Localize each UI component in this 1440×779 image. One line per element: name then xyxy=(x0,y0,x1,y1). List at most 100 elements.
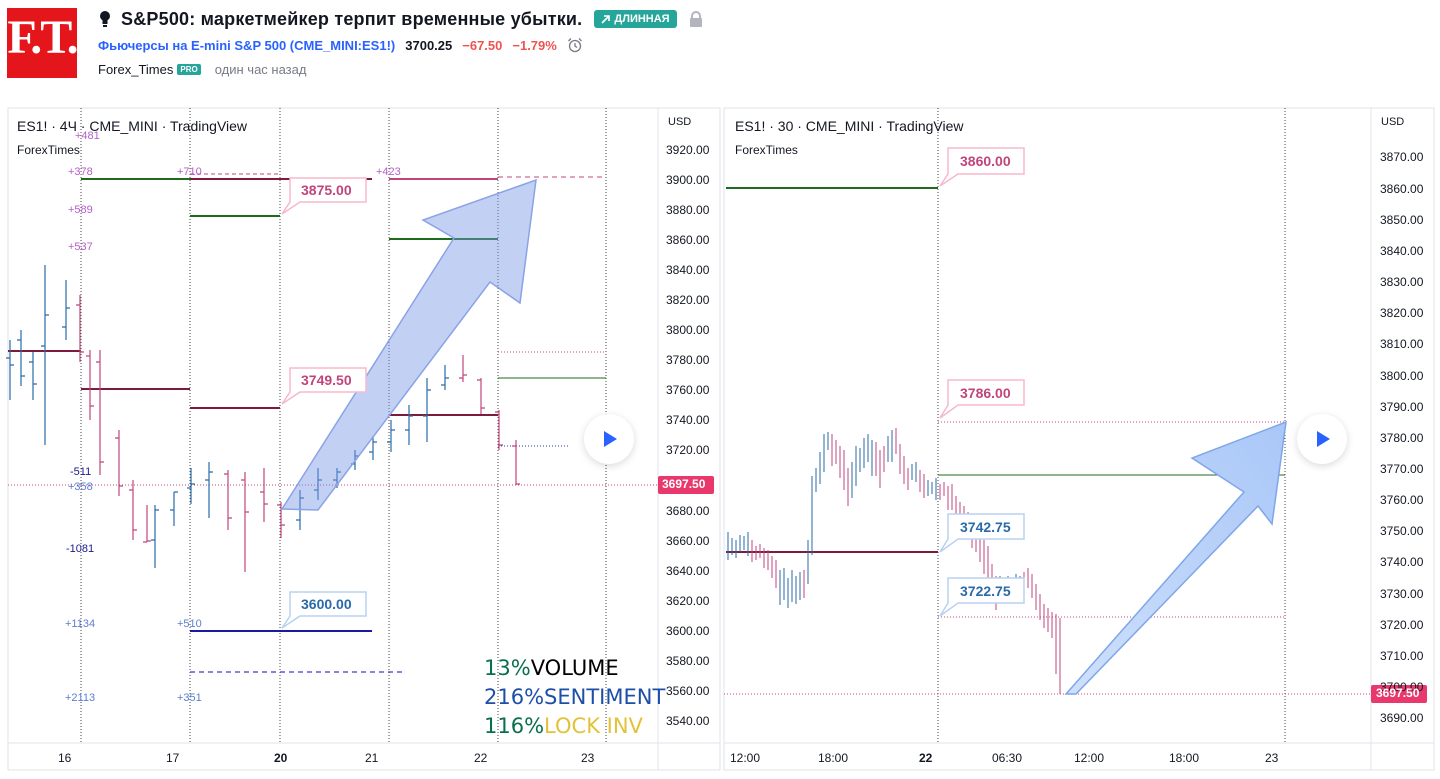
small-label: +351 xyxy=(177,692,202,704)
y-tick: 3740.00 xyxy=(1380,555,1424,569)
left-callouts xyxy=(281,177,367,629)
right-forecast-arrow xyxy=(1064,420,1287,695)
x-tick: 21 xyxy=(365,751,379,765)
right-y-axis: 3870.00 3860.00 3850.00 3840.00 3830.00 … xyxy=(1376,0,1434,779)
left-chart-subtitle: ForexTimes xyxy=(17,143,80,157)
callout-label: 3860.00 xyxy=(960,153,1011,169)
logo-text: F.T. xyxy=(7,11,78,64)
x-tick: 12:00 xyxy=(1074,751,1105,765)
y-tick: 3820.00 xyxy=(666,293,710,307)
small-label: +423 xyxy=(376,166,401,178)
left-y-axis: 3920.00 3900.00 3880.00 3860.00 3840.00 … xyxy=(662,0,716,779)
callout-label: 3875.00 xyxy=(301,182,352,198)
y-tick: 3710.00 xyxy=(1380,649,1424,663)
x-tick: 22 xyxy=(919,751,933,765)
left-current-price-tag xyxy=(658,476,714,494)
small-label: -1081 xyxy=(66,543,95,555)
price-change-pct: −1.79% xyxy=(512,37,557,53)
small-label: +510 xyxy=(177,618,202,630)
left-current-price-label: 3697.50 xyxy=(662,477,706,491)
charts-canvas xyxy=(6,107,1435,771)
callout-label: 3749.50 xyxy=(301,372,352,388)
legend-name: VOLUME xyxy=(530,656,619,680)
legend-name: SENTIMENT xyxy=(544,685,666,709)
y-tick: 3730.00 xyxy=(1380,587,1424,601)
right-current-price-label: 3697.50 xyxy=(1376,686,1420,700)
legend-pct: 13% xyxy=(484,656,531,680)
legend-name: LOCK INV xyxy=(544,714,643,738)
x-tick: 17 xyxy=(166,751,180,765)
x-tick: 18:00 xyxy=(1169,751,1200,765)
y-tick: 3790.00 xyxy=(1380,400,1424,414)
x-tick: 23 xyxy=(581,751,595,765)
left-play-button[interactable] xyxy=(584,414,634,464)
x-tick: 22 xyxy=(474,751,488,765)
small-label: +710 xyxy=(177,166,202,178)
y-tick: 3780.00 xyxy=(666,353,710,367)
y-tick: 3680.00 xyxy=(666,504,710,518)
small-label: +537 xyxy=(68,241,93,253)
right-callouts xyxy=(939,147,1025,617)
y-tick: 3760.00 xyxy=(666,383,710,397)
x-tick: 23 xyxy=(1265,751,1279,765)
y-tick: 3660.00 xyxy=(666,534,710,548)
idea-title: S&P500: маркетмейкер терпит временные уб… xyxy=(121,8,583,29)
symbol-link[interactable]: Фьючерсы на E-mini S&P 500 (CME_MINI:ES1… xyxy=(98,37,396,53)
y-tick: 3820.00 xyxy=(1380,306,1424,320)
y-tick: 3840.00 xyxy=(666,263,710,277)
y-tick: 3540.00 xyxy=(666,714,710,728)
x-tick: 16 xyxy=(58,751,72,765)
right-x-axis: 12:00 18:00 22 06:30 12:00 18:00 23 xyxy=(724,751,1434,771)
pro-badge: PRO xyxy=(177,64,201,75)
author-name[interactable]: Forex_Times xyxy=(98,62,174,77)
small-label: +589 xyxy=(68,204,93,216)
arrow-up-right-icon xyxy=(601,14,611,24)
idea-header: F.T. S&P500: маркетмейкер терпит временн… xyxy=(0,0,1440,100)
y-tick: 3860.00 xyxy=(666,233,710,247)
right-current-price-tag xyxy=(1371,685,1427,703)
y-tick: 3750.00 xyxy=(1380,524,1424,538)
symbol-row: Фьючерсы на E-mini S&P 500 (CME_MINI:ES1… xyxy=(98,37,583,53)
right-chart-subtitle: ForexTimes xyxy=(735,143,798,157)
title-row: S&P500: маркетмейкер терпит временные уб… xyxy=(98,8,703,30)
small-label: +481 xyxy=(75,130,100,142)
legend-row-volume: 13%VOLUME xyxy=(484,654,665,683)
alarm-clock-icon[interactable] xyxy=(567,37,583,53)
callout-label: 3786.00 xyxy=(960,385,1011,401)
y-tick: 3580.00 xyxy=(666,654,710,668)
x-tick: 18:00 xyxy=(818,751,849,765)
y-tick: 3640.00 xyxy=(666,564,710,578)
last-price: 3700.25 xyxy=(405,37,453,53)
author-logo[interactable]: F.T. xyxy=(7,8,79,78)
y-tick: 3760.00 xyxy=(1380,493,1424,507)
callout-label: 3722.75 xyxy=(960,583,1011,599)
y-tick: 3740.00 xyxy=(666,413,710,427)
y-tick: 3800.00 xyxy=(1380,369,1424,383)
callout-label: 3742.75 xyxy=(960,519,1011,535)
y-tick: 3700.00 xyxy=(1380,680,1424,694)
right-chart-title: ES1! · 30 · CME_MINI · TradingView xyxy=(735,118,964,134)
publish-time: один час назад xyxy=(214,62,307,77)
long-badge: ДЛИННАЯ xyxy=(594,10,677,28)
y-tick: 3560.00 xyxy=(666,684,710,698)
callout-label: 3600.00 xyxy=(301,596,352,612)
indicator-legend: 13%VOLUME 216%SENTIMENT 116%LOCK INV xyxy=(484,654,665,741)
legend-row-lock-inv: 116%LOCK INV xyxy=(484,712,665,741)
small-label: -511 xyxy=(70,466,92,478)
y-tick: 3860.00 xyxy=(1380,182,1424,196)
right-play-button[interactable] xyxy=(1297,414,1347,464)
legend-pct: 116% xyxy=(484,714,545,738)
play-icon xyxy=(604,431,617,447)
left-forecast-arrow xyxy=(280,178,537,511)
y-tick: 3800.00 xyxy=(666,323,710,337)
play-icon xyxy=(1317,431,1330,447)
right-session-lines xyxy=(937,108,1286,743)
legend-pct: 216% xyxy=(484,685,545,709)
y-tick: 3900.00 xyxy=(666,173,710,187)
y-tick: 3770.00 xyxy=(1380,462,1424,476)
x-tick: 12:00 xyxy=(730,751,761,765)
author-row: Forex_Times PRO один час назад xyxy=(98,62,306,77)
y-tick: 3810.00 xyxy=(1380,337,1424,351)
small-label: +1134 xyxy=(65,618,96,630)
lock-icon xyxy=(689,11,702,27)
